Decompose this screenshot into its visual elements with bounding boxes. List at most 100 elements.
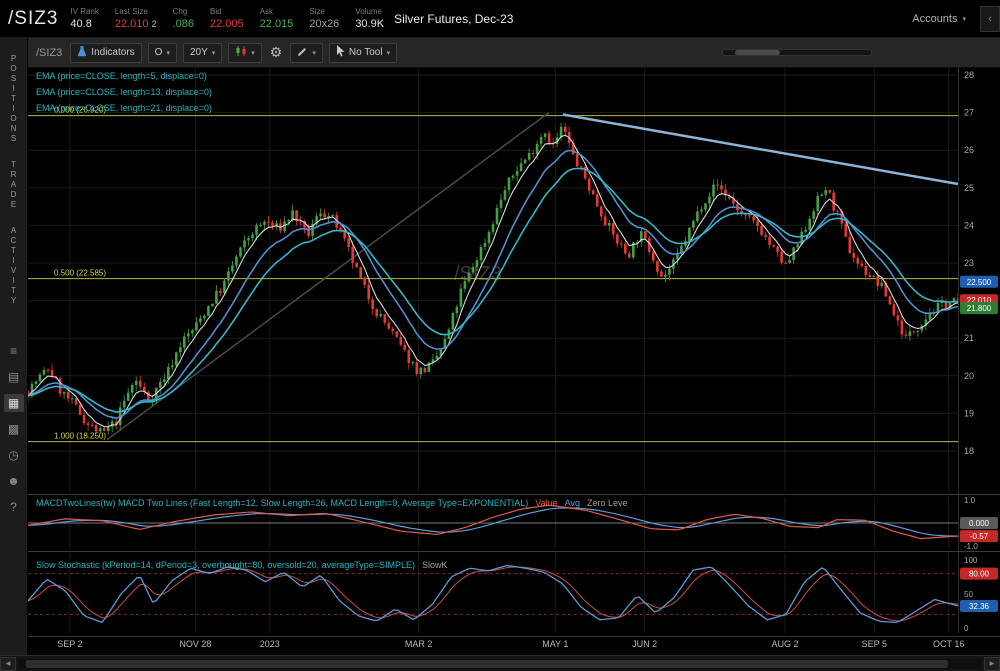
sidebar-tab-activity[interactable]: ACTIVITY xyxy=(9,226,18,306)
price-tick-label: 28 xyxy=(964,70,974,80)
quote-stat-chg: Chg .086 xyxy=(172,6,195,30)
price-axis: 28272625242322212019181.0-1.010050022.50… xyxy=(960,70,998,633)
time-axis-label: SEP 5 xyxy=(862,639,887,649)
macd-avg-line xyxy=(28,507,958,537)
quote-header: /SIZ3 IV Rank 40.8 Last Size 22.010 2 Chg .08… xyxy=(0,0,1000,38)
trendline-drawing[interactable] xyxy=(562,113,959,186)
chart-canvas[interactable]: /SIZ3 0.000 (26.920) 0.500 (22.585) 1.000 (… xyxy=(28,68,1000,652)
sidebar-tab-positions[interactable]: POSITIONS xyxy=(9,54,18,144)
candlestick-icon xyxy=(235,45,247,60)
svg-text:0.000: 0.000 xyxy=(969,519,990,528)
drawing-tools-dropdown[interactable]: ▾ xyxy=(290,42,323,63)
ema-study-label[interactable]: EMA (price=CLOSE, length=21, displace=0) xyxy=(36,103,212,113)
price-tick-label: 26 xyxy=(964,145,974,155)
help-icon[interactable]: ? xyxy=(10,500,17,514)
aggregation-dropdown[interactable]: O ▾ xyxy=(147,42,177,63)
horizontal-scrollbar[interactable]: ◂ ▸ xyxy=(0,655,1000,671)
price-tick-label: 27 xyxy=(964,108,974,118)
quote-stat-bid: Bid 22.005 xyxy=(210,6,244,30)
pencil-icon xyxy=(297,46,308,60)
stoch-study-label[interactable]: Slow Stochastic (kPeriod=14, dPeriod=3, … xyxy=(36,560,448,570)
axis-bubble: 22.500 xyxy=(960,275,998,288)
orders-icon[interactable]: ▤ xyxy=(7,370,20,384)
stoch-tick-label: 0 xyxy=(964,624,969,633)
price-tick-label: 20 xyxy=(964,371,974,381)
active-tool-label: No Tool xyxy=(348,47,383,58)
svg-text:21.800: 21.800 xyxy=(967,304,992,313)
scroll-left-icon[interactable]: ◂ xyxy=(0,656,16,671)
chart-settings-gear-icon[interactable]: ⚙ xyxy=(269,44,283,60)
time-range-dropdown[interactable]: 20Y ▾ xyxy=(182,42,223,63)
axis-bubble: 32.36 xyxy=(960,600,998,612)
quote-stat-last-size: Last Size 22.010 2 xyxy=(114,6,157,30)
svg-text:32.36: 32.36 xyxy=(969,602,990,611)
time-axis-label: MAR 2 xyxy=(405,639,433,649)
chevron-down-icon: ▾ xyxy=(251,49,255,57)
chevron-down-icon: ▾ xyxy=(386,49,391,57)
time-axis-label: OCT 16 xyxy=(933,639,964,649)
time-axis-label: NOV 28 xyxy=(179,639,211,649)
chevron-down-icon: ▾ xyxy=(211,49,216,57)
left-sidebar: POSITIONS TRADE ACTIVITY ≡ ▤ ▦ ▩ ◷ ☻? xyxy=(0,38,28,655)
fib-level-label: 0.000 (26.920) xyxy=(54,106,106,115)
svg-text:80.00: 80.00 xyxy=(969,570,990,579)
axis-bubble: 21.800 xyxy=(960,302,998,315)
accounts-menu[interactable]: Accounts ▾ xyxy=(912,13,972,25)
price-tick-label: 23 xyxy=(964,258,974,268)
chart-toolbar: /SIZ3 Indicators O ▾ 20Y ▾ ▾ ⚙ ▾ No Tool… xyxy=(28,38,1000,68)
ema-line-21 xyxy=(28,167,959,413)
time-axis-label: JUN 2 xyxy=(632,639,657,649)
collapse-panel-button[interactable]: ‹ xyxy=(980,5,1000,32)
toolbar-symbol-label: /SIZ3 xyxy=(36,46,63,59)
quote-stats: IV Rank 40.8 Last Size 22.010 2 Chg .086 Bid 22… xyxy=(70,7,384,31)
watchlist-icon[interactable]: ≡ xyxy=(9,344,17,358)
candles xyxy=(28,122,960,435)
apps-grid-icon[interactable]: ▩ xyxy=(7,422,20,436)
axis-bubble: 80.00 xyxy=(960,567,998,580)
community-icon[interactable]: ☻ xyxy=(7,474,20,488)
chevron-down-icon: ▾ xyxy=(166,49,170,57)
cursor-icon xyxy=(336,45,345,60)
ema-line-13 xyxy=(28,149,959,420)
svg-text:-0.57: -0.57 xyxy=(970,532,989,541)
quote-stat-iv-rank: IV Rank 40.8 xyxy=(70,6,99,30)
stoch-tick-label: 100 xyxy=(964,556,978,565)
scroll-track[interactable] xyxy=(18,658,982,669)
chevron-down-icon: ▾ xyxy=(962,15,966,23)
quote-stat-volume: Volume 30.9K xyxy=(355,6,385,30)
trendline-drawing[interactable] xyxy=(106,111,550,441)
scroll-handle[interactable] xyxy=(26,659,948,668)
history-clock-icon[interactable]: ◷ xyxy=(8,448,19,462)
macd-study-label[interactable]: MACDTwoLines(tw) MACD Two Lines (Fast Le… xyxy=(36,498,628,508)
fib-level-label: 0.500 (22.585) xyxy=(54,269,106,278)
stoch-slowk-line xyxy=(28,564,959,624)
price-tick-label: 25 xyxy=(964,183,974,193)
grid xyxy=(28,68,958,633)
scroll-right-icon[interactable]: ▸ xyxy=(984,656,1000,671)
indicators-button[interactable]: Indicators xyxy=(70,42,142,63)
fib-level-label: 1.000 (18.250) xyxy=(54,432,106,441)
symbol-title: /SIZ3 xyxy=(8,7,59,29)
price-tick-label: 18 xyxy=(964,446,974,456)
time-range-value: 20Y xyxy=(189,47,208,58)
time-axis-label: MAY 1 xyxy=(542,639,568,649)
stoch-slowd-line xyxy=(28,566,959,622)
sidebar-tab-trade[interactable]: TRADE xyxy=(9,160,18,210)
chart-icon[interactable]: ▦ xyxy=(3,394,24,412)
macd-tick-label: 1.0 xyxy=(964,496,976,505)
ema-study-label[interactable]: EMA (price=CLOSE, length=5, displace=0) xyxy=(36,71,207,81)
time-scrollbar[interactable] xyxy=(722,49,872,56)
flask-icon xyxy=(77,45,87,60)
time-axis-label: SEP 2 xyxy=(57,639,82,649)
chart-style-dropdown[interactable]: ▾ xyxy=(228,42,262,63)
time-scrollbar-handle[interactable] xyxy=(735,50,780,55)
price-tick-label: 24 xyxy=(964,220,974,230)
time-axis-label: 2023 xyxy=(260,639,280,649)
quote-stat-ask: Ask 22.015 xyxy=(259,6,294,30)
svg-text:22.010: 22.010 xyxy=(967,296,992,305)
price-tick-label: 21 xyxy=(964,333,974,343)
active-tool-dropdown[interactable]: No Tool ▾ xyxy=(328,42,398,63)
time-axis-label: AUG 2 xyxy=(771,639,798,649)
ema-study-label[interactable]: EMA (price=CLOSE, length=13, displace=0) xyxy=(36,87,212,97)
